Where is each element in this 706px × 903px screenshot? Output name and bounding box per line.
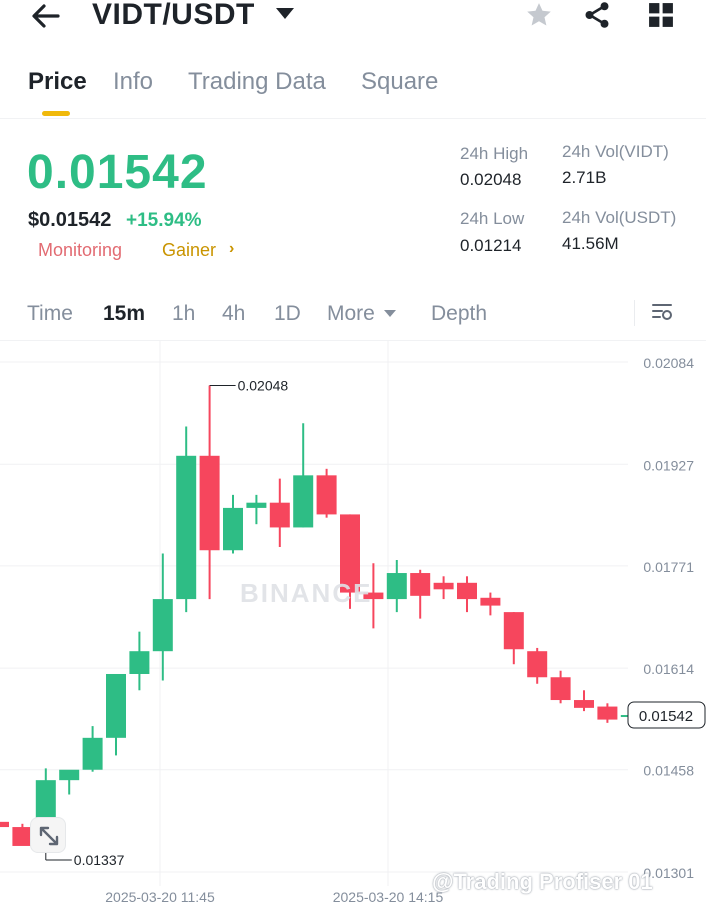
interval-time[interactable]: Time	[27, 302, 73, 325]
credit-watermark: @Trading Profiser 01	[432, 869, 653, 894]
high-marker-label: 0.02048	[238, 377, 289, 393]
candle-body	[363, 592, 384, 600]
back-arrow-icon[interactable]	[30, 2, 62, 30]
interval-bar: Time 15m 1h 4h 1D More Depth	[0, 296, 706, 336]
binance-watermark: BINANCE	[240, 578, 373, 608]
tab-square[interactable]: Square	[361, 68, 439, 95]
high-value: 0.02048	[460, 170, 522, 189]
low-label: 24h Low	[460, 209, 525, 228]
low-value: 0.01214	[460, 236, 522, 255]
candle-body	[597, 706, 618, 720]
divider	[0, 118, 706, 119]
x-tick-label: 2025-03-20 11:45	[105, 889, 215, 903]
candle-body	[0, 821, 9, 828]
chart-settings-icon[interactable]	[650, 300, 674, 324]
candlestick-chart[interactable]: 0.02084 0.01927 0.01771 0.01614 0.01458 0.013…	[0, 341, 706, 903]
vol-base-value: 2.71B	[562, 168, 607, 187]
active-tab-indicator	[42, 111, 70, 116]
top-bar: VIDT/USDT	[0, 0, 706, 40]
candle-body	[410, 573, 431, 596]
grid-icon[interactable]	[648, 2, 674, 28]
divider	[0, 340, 706, 341]
last-price: 0.01542	[27, 146, 208, 199]
high-label: 24h High	[460, 144, 529, 163]
candle-body	[386, 573, 407, 600]
divider	[634, 300, 635, 326]
candle-body	[503, 612, 524, 650]
candle-body	[269, 502, 290, 528]
interval-4h[interactable]: 4h	[222, 302, 246, 325]
last-price-label: 0.01542	[639, 708, 693, 725]
y-tick-label: 0.01771	[643, 559, 694, 575]
y-tick-label: 0.02084	[643, 355, 694, 371]
vol-base-label: 24h Vol(VIDT)	[562, 142, 669, 161]
candle-body	[246, 502, 267, 508]
candle-body	[106, 673, 126, 738]
x-tick-label: 2025-03-20 14:15	[333, 889, 444, 903]
candle-body	[223, 507, 243, 551]
caret-down-icon[interactable]	[384, 310, 396, 317]
expand-icon	[39, 826, 59, 846]
chevron-right-icon[interactable]: ›	[229, 240, 235, 257]
vol-quote-value: 41.56M	[562, 234, 619, 253]
interval-1d[interactable]: 1D	[274, 302, 301, 325]
interval-1h[interactable]: 1h	[172, 302, 196, 325]
pair-title[interactable]: VIDT/USDT	[92, 0, 255, 31]
candle-body	[129, 651, 150, 674]
low-marker-label: 0.01337	[74, 852, 125, 868]
interval-15m[interactable]: 15m	[103, 302, 146, 325]
price-change: +15.94%	[126, 210, 202, 231]
caret-down-icon[interactable]	[276, 8, 294, 19]
candle-body	[480, 597, 501, 606]
candle-body	[199, 455, 220, 551]
expand-chart-button[interactable]	[30, 817, 66, 853]
tab-info[interactable]: Info	[113, 68, 154, 95]
candle-body	[152, 599, 173, 652]
tag-monitoring[interactable]: Monitoring	[38, 240, 123, 260]
star-icon[interactable]	[524, 0, 554, 30]
candle-body	[82, 737, 103, 770]
interval-more[interactable]: More	[327, 302, 375, 325]
tab-trading-data[interactable]: Trading Data	[188, 68, 326, 95]
candle-body	[293, 475, 314, 528]
candle-body	[59, 769, 80, 781]
y-tick-label: 0.01458	[643, 763, 694, 779]
y-tick-label: 0.01614	[643, 661, 694, 677]
candle-body	[316, 475, 337, 515]
usd-price: $0.01542	[28, 209, 112, 231]
tab-price[interactable]: Price	[28, 68, 87, 95]
candle-body	[433, 582, 454, 590]
candle-body	[176, 455, 197, 600]
candle-body	[12, 827, 33, 846]
vol-quote-label: 24h Vol(USDT)	[562, 208, 677, 227]
y-tick-label: 0.01927	[643, 457, 694, 473]
share-icon[interactable]	[582, 0, 612, 30]
candle-body	[527, 651, 548, 678]
candle-body	[550, 677, 571, 701]
last-price-box	[627, 701, 706, 729]
candle-body	[574, 700, 594, 708]
y-tick-label: 0.01301	[643, 865, 694, 881]
interval-depth[interactable]: Depth	[431, 302, 488, 325]
tag-gainer[interactable]: Gainer	[162, 240, 217, 260]
candle-body	[340, 514, 360, 593]
candle-body	[457, 582, 477, 600]
